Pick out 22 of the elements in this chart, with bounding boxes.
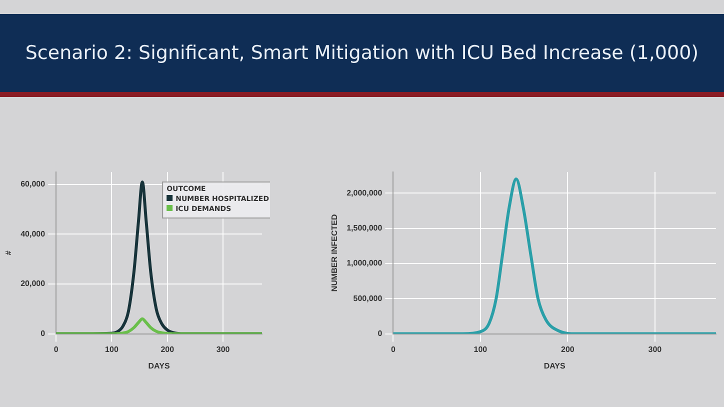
x-tick-label: 100 <box>474 344 488 354</box>
x-tick-label: 0 <box>390 344 396 354</box>
y-tick-label: 0 <box>40 329 46 338</box>
y-tick-label: 0 <box>378 329 383 338</box>
y-tick-label: 500,000 <box>353 294 383 303</box>
y-axis-title: NUMBER INFECTED <box>330 214 340 292</box>
x-tick-label: 200 <box>160 344 175 354</box>
y-tick-label: 1,500,000 <box>346 223 383 232</box>
x-axis-title: DAYS <box>148 361 170 370</box>
text: Scenario 2: Significant, Smart Mitigation with ICU Bed Increase (1,000) <box>0 14 724 97</box>
y-tick-label: 2,000,000 <box>346 188 383 198</box>
x-tick-label: 200 <box>561 344 575 354</box>
y-tick-label: 1,000,000 <box>346 258 383 268</box>
x-tick-label: 300 <box>216 344 230 354</box>
y-tick-label: 20,000 <box>20 279 46 288</box>
x-tick-label: 0 <box>54 344 59 354</box>
y-axis-title: # <box>4 250 14 256</box>
y-tick-label: 60,000 <box>20 180 46 189</box>
x-tick-label: 100 <box>105 344 119 354</box>
x-tick-label: 300 <box>648 344 662 354</box>
x-axis-title: DAYS <box>544 361 566 370</box>
y-tick-label: 40,000 <box>20 229 46 238</box>
